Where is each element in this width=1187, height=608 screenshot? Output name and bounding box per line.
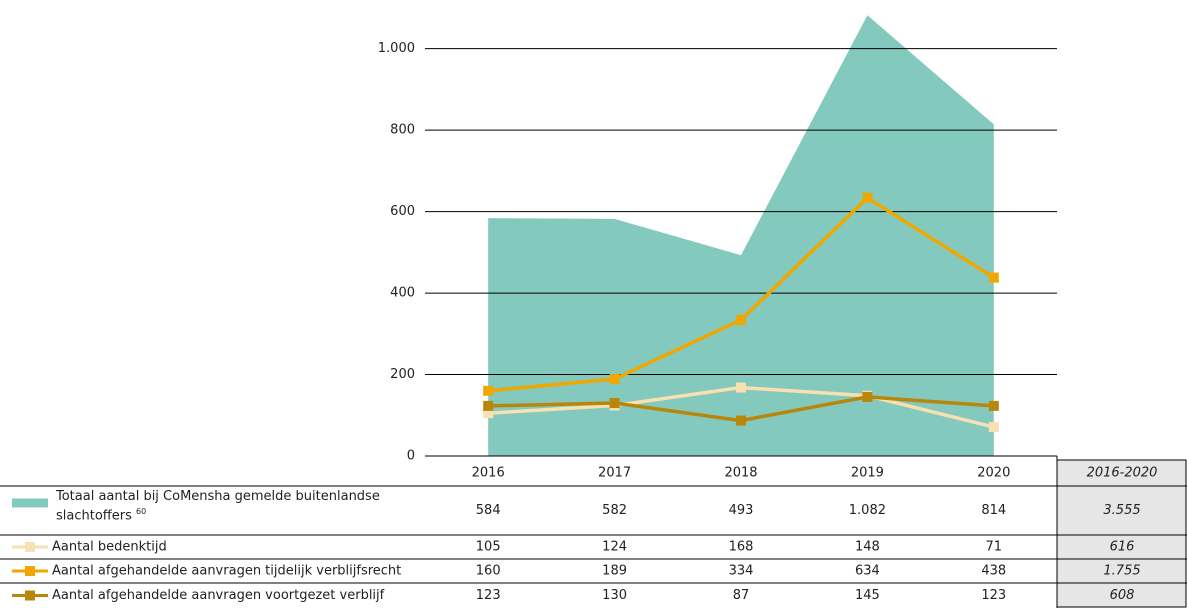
marker [483,408,494,419]
x-tick-label: 2019 [851,466,884,481]
table-value: 148 [855,540,880,555]
marker [862,192,873,203]
area [488,15,994,456]
marker [988,400,999,411]
table-value: 123 [476,588,501,603]
table-value: 145 [855,588,880,603]
table-value: 584 [476,503,501,518]
y-tick-label: 0 [407,449,415,464]
table-value: 130 [602,588,627,603]
legend-label: Totaal aantal bij CoMensha gemelde buite… [56,489,396,523]
table-value: 334 [729,564,754,579]
legend-label: Aantal afgehandelde aanvragen voortgezet… [52,588,385,603]
y-tick-label: 800 [390,123,415,138]
marker [988,422,999,433]
marker [736,415,746,426]
marker [609,398,620,409]
table-value: 160 [476,564,501,579]
marker [862,391,873,402]
table-value: 634 [855,564,880,579]
table-value: 124 [602,540,627,555]
table-value: 438 [981,564,1006,579]
y-tick-label: 600 [390,204,415,219]
table-value: 1.082 [849,503,886,518]
total-column [1056,459,1187,608]
table-total: 1.755 [1103,564,1140,579]
table-value: 168 [729,540,754,555]
x-tick-label: 2017 [598,466,631,481]
table-value: 71 [986,540,1003,555]
table-value: 123 [981,588,1006,603]
legend-label: Totaal aantal bij CoMensha gemelde buite… [56,489,396,523]
marker [609,374,620,385]
footnote: 60 [136,507,147,516]
marker [736,314,746,325]
y-tick-label: 200 [390,367,415,382]
x-tick-label: 2016 [472,466,505,481]
table-total: 3.555 [1103,503,1140,518]
marker [736,382,746,393]
table-total: 608 [1110,588,1135,603]
total-header: 2016-2020 [1087,466,1158,481]
marker [483,385,494,396]
y-tick-label: 400 [390,286,415,301]
marker [483,400,494,411]
table-value: 582 [602,503,627,518]
legend-text: Totaal aantal bij CoMensha gemelde buite… [56,489,380,524]
table-value: 87 [733,588,750,603]
x-tick-label: 2020 [977,466,1010,481]
legend-label: Aantal bedenktijd [52,540,167,555]
legend-key [25,566,35,576]
legend-key [25,590,35,601]
table-value: 493 [729,503,754,518]
table-total: 616 [1110,540,1135,555]
table-value: 189 [602,564,627,579]
x-tick-label: 2018 [724,466,757,481]
y-tick-label: 1.000 [378,41,415,56]
legend-label: Aantal afgehandelde aanvragen tijdelijk … [52,564,401,579]
legend-key [12,498,48,508]
table-value: 814 [981,503,1006,518]
table-value: 105 [476,540,501,555]
marker [988,272,999,283]
legend-key [25,542,35,552]
